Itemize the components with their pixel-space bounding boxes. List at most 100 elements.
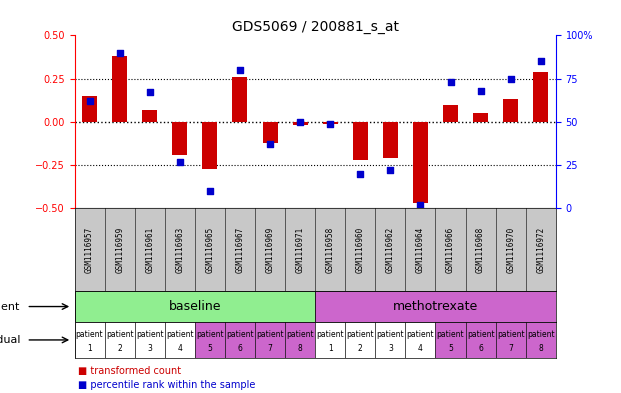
Bar bbox=[406, 322, 435, 358]
Text: 5: 5 bbox=[448, 344, 453, 353]
Point bbox=[505, 75, 515, 82]
Bar bbox=[466, 322, 496, 358]
Point bbox=[175, 158, 185, 165]
Text: 1: 1 bbox=[328, 344, 333, 353]
Point bbox=[235, 67, 245, 73]
Text: patient: patient bbox=[136, 330, 163, 339]
Point bbox=[84, 98, 94, 104]
Point bbox=[295, 119, 305, 125]
Text: GSM1116969: GSM1116969 bbox=[266, 226, 274, 273]
Text: patient: patient bbox=[527, 330, 555, 339]
Point bbox=[325, 120, 335, 127]
Bar bbox=[112, 56, 127, 122]
Point bbox=[355, 171, 365, 177]
Bar bbox=[526, 322, 556, 358]
Bar bbox=[75, 291, 315, 322]
Text: patient: patient bbox=[256, 330, 284, 339]
Text: 5: 5 bbox=[207, 344, 212, 353]
Bar bbox=[473, 113, 488, 122]
Text: patient: patient bbox=[376, 330, 404, 339]
Text: patient: patient bbox=[196, 330, 224, 339]
Title: GDS5069 / 200881_s_at: GDS5069 / 200881_s_at bbox=[232, 20, 399, 34]
Bar bbox=[345, 322, 375, 358]
Text: 8: 8 bbox=[538, 344, 543, 353]
Text: ■ transformed count: ■ transformed count bbox=[78, 366, 181, 376]
Text: 8: 8 bbox=[297, 344, 302, 353]
Bar bbox=[232, 77, 248, 122]
Text: individual: individual bbox=[0, 335, 20, 345]
Text: GSM1116959: GSM1116959 bbox=[115, 226, 124, 273]
Point bbox=[445, 79, 455, 85]
Text: GSM1116971: GSM1116971 bbox=[296, 226, 305, 273]
Point bbox=[115, 50, 125, 56]
Bar bbox=[503, 99, 518, 122]
Text: 7: 7 bbox=[268, 344, 273, 353]
Text: 7: 7 bbox=[508, 344, 513, 353]
Bar bbox=[104, 322, 135, 358]
Text: patient: patient bbox=[316, 330, 344, 339]
Bar bbox=[263, 122, 278, 143]
Text: GSM1116968: GSM1116968 bbox=[476, 226, 485, 273]
Text: GSM1116964: GSM1116964 bbox=[416, 226, 425, 273]
Bar bbox=[225, 322, 255, 358]
Text: GSM1116965: GSM1116965 bbox=[206, 226, 214, 273]
Text: methotrexate: methotrexate bbox=[393, 300, 478, 313]
Bar bbox=[413, 122, 428, 203]
Bar bbox=[323, 122, 338, 123]
Bar bbox=[435, 322, 466, 358]
Text: 4: 4 bbox=[178, 344, 182, 353]
Text: GSM1116963: GSM1116963 bbox=[175, 226, 184, 273]
Text: GSM1116958: GSM1116958 bbox=[325, 226, 335, 273]
Text: 3: 3 bbox=[388, 344, 393, 353]
Text: patient: patient bbox=[286, 330, 314, 339]
Text: GSM1116972: GSM1116972 bbox=[537, 226, 545, 273]
Text: patient: patient bbox=[407, 330, 434, 339]
Text: agent: agent bbox=[0, 301, 20, 312]
Bar bbox=[135, 322, 165, 358]
Bar bbox=[202, 122, 217, 169]
Bar bbox=[285, 322, 315, 358]
Text: patient: patient bbox=[226, 330, 254, 339]
Text: patient: patient bbox=[437, 330, 465, 339]
Point bbox=[145, 89, 155, 95]
Text: 1: 1 bbox=[87, 344, 92, 353]
Text: GSM1116962: GSM1116962 bbox=[386, 226, 395, 273]
Bar bbox=[315, 322, 345, 358]
Bar bbox=[165, 322, 195, 358]
Text: patient: patient bbox=[106, 330, 134, 339]
Bar bbox=[533, 72, 548, 122]
Text: ■ percentile rank within the sample: ■ percentile rank within the sample bbox=[78, 380, 255, 390]
Text: GSM1116966: GSM1116966 bbox=[446, 226, 455, 273]
Text: 2: 2 bbox=[358, 344, 363, 353]
Text: patient: patient bbox=[467, 330, 494, 339]
Point bbox=[386, 167, 396, 173]
Bar bbox=[353, 122, 368, 160]
Text: 6: 6 bbox=[478, 344, 483, 353]
Text: GSM1116960: GSM1116960 bbox=[356, 226, 365, 273]
Point bbox=[205, 188, 215, 194]
Text: 4: 4 bbox=[418, 344, 423, 353]
Text: baseline: baseline bbox=[168, 300, 221, 313]
Text: GSM1116961: GSM1116961 bbox=[145, 226, 154, 273]
Bar bbox=[255, 322, 285, 358]
Bar bbox=[172, 122, 188, 155]
Text: GSM1116957: GSM1116957 bbox=[85, 226, 94, 273]
Text: 6: 6 bbox=[237, 344, 242, 353]
Bar bbox=[315, 291, 556, 322]
Point bbox=[265, 141, 275, 147]
Bar bbox=[195, 322, 225, 358]
Bar bbox=[496, 322, 526, 358]
Text: GSM1116967: GSM1116967 bbox=[235, 226, 245, 273]
Bar bbox=[142, 110, 157, 122]
Bar bbox=[443, 105, 458, 122]
Bar bbox=[75, 322, 104, 358]
Point bbox=[536, 58, 546, 64]
Text: GSM1116970: GSM1116970 bbox=[506, 226, 515, 273]
Text: patient: patient bbox=[76, 330, 103, 339]
Text: 2: 2 bbox=[117, 344, 122, 353]
Bar bbox=[383, 122, 398, 158]
Bar bbox=[375, 322, 406, 358]
Text: patient: patient bbox=[347, 330, 374, 339]
Text: 3: 3 bbox=[147, 344, 152, 353]
Point bbox=[415, 202, 425, 208]
